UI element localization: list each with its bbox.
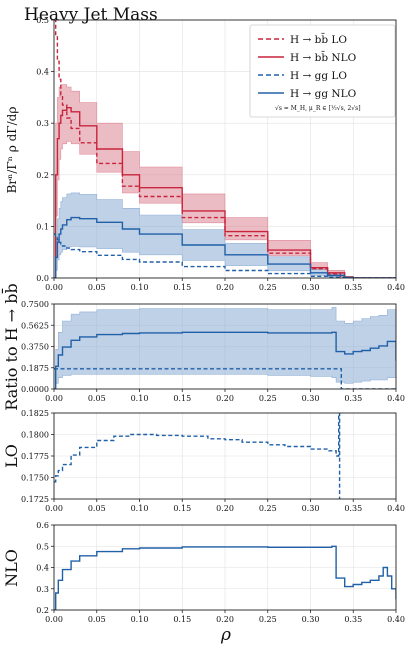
nlo-ratio-panel: NLO ρ 0.00 0.05 0.10 0.15 0.20 0.25 0.30 0.35 0.… xyxy=(2,521,405,645)
series-line-3 xyxy=(54,216,396,278)
x-tick-label: 0.25 xyxy=(259,615,277,624)
x-tick-label: 0.10 xyxy=(131,615,149,624)
x-tick-label: 0.40 xyxy=(387,615,405,624)
series-line-0 xyxy=(54,20,396,278)
x-tick-label: 0.40 xyxy=(387,394,405,403)
y-tick-label: 0.5625 xyxy=(21,321,49,330)
y-tick-label: 0.2 xyxy=(36,171,49,180)
x-tick-label: 0.30 xyxy=(302,283,320,292)
main-y-axis-label: Brⁿ/Γⁿ ρ dΓ/dρ xyxy=(5,107,19,194)
x-tick-label: 0.15 xyxy=(173,504,191,513)
y-tick-label: 0.1775 xyxy=(21,452,49,461)
x-tick-label: 0.15 xyxy=(173,394,191,403)
plot-area xyxy=(54,545,396,610)
x-tick-label: 0.40 xyxy=(387,283,405,292)
nlo-y-axis-label: NLO xyxy=(2,549,21,587)
y-tick-label: 0.2 xyxy=(36,606,49,615)
series-line-0 xyxy=(54,545,396,610)
x-tick-label: 0.20 xyxy=(216,615,234,624)
legend-entry-gg-nlo: H → gg NLO xyxy=(290,88,357,100)
x-tick-label: 0.25 xyxy=(259,504,277,513)
x-tick-label: 0.00 xyxy=(45,283,63,292)
y-tick-label: 0.5 xyxy=(36,16,49,25)
legend-entry-gg-lo: H → gg LO xyxy=(290,70,347,82)
series-line-1 xyxy=(54,106,396,278)
x-tick-label: 0.35 xyxy=(344,283,362,292)
plot-area xyxy=(54,20,396,278)
x-tick-label: 0.15 xyxy=(173,615,191,624)
y-tick-label: 0.1800 xyxy=(21,431,49,440)
y-tick-label: 0.6 xyxy=(36,521,49,530)
y-tick-label: 0.4 xyxy=(36,564,49,573)
x-tick-label: 0.30 xyxy=(302,615,320,624)
y-tick-label: 0.1825 xyxy=(21,409,49,418)
x-tick-label: 0.00 xyxy=(45,615,63,624)
lo-ratio-panel: LO 0.00 0.05 0.10 0.15 0.20 0.25 0.30 0.35 0.40 0… xyxy=(2,409,405,513)
plot-area xyxy=(54,307,396,389)
x-tick-label: 0.20 xyxy=(216,283,234,292)
x-tick-label: 0.35 xyxy=(344,394,362,403)
y-tick-label: 0.3 xyxy=(36,585,49,594)
legend-entry-bb-nlo: H → bb̄ NLO xyxy=(290,51,357,64)
x-tick-label: 0.05 xyxy=(88,283,106,292)
y-tick-label: 0.1725 xyxy=(21,495,49,504)
series-line-0 xyxy=(54,368,396,389)
y-tick-label: 0.1875 xyxy=(21,364,49,373)
series-line-0 xyxy=(54,413,341,499)
x-axis-label: ρ xyxy=(220,625,231,645)
lo-y-axis-label: LO xyxy=(2,444,21,468)
y-tick-label: 0.1 xyxy=(36,222,49,231)
x-tick-label: 0.40 xyxy=(387,504,405,513)
x-tick-label: 0.00 xyxy=(45,504,63,513)
x-tick-label: 0.10 xyxy=(131,504,149,513)
x-tick-label: 0.00 xyxy=(45,394,63,403)
y-tick-label: 0.0 xyxy=(36,274,49,283)
legend-box xyxy=(249,24,396,118)
x-tick-label: 0.35 xyxy=(344,615,362,624)
x-tick-label: 0.05 xyxy=(88,615,106,624)
ratio-y-axis-label: Ratio to H → bb̄ xyxy=(0,283,21,410)
x-tick-label: 0.10 xyxy=(131,283,149,292)
x-tick-label: 0.20 xyxy=(216,504,234,513)
y-tick-label: 0.4 xyxy=(36,68,49,77)
plot-area xyxy=(54,413,341,499)
x-tick-label: 0.35 xyxy=(344,504,362,513)
main-distribution-panel: Heavy Jet Mass Brⁿ/Γⁿ ρ dΓ/dρ 0.00 0.05 0.… xyxy=(5,5,405,292)
y-tick-label: 0.5 xyxy=(36,542,49,551)
x-tick-label: 0.05 xyxy=(88,394,106,403)
y-tick-label: 0.3750 xyxy=(21,343,49,352)
legend-scale-note: √s = M_H, μ_R ∈ [½√s, 2√s] xyxy=(275,105,361,112)
y-tick-label: 0.0000 xyxy=(21,385,49,394)
y-tick-label: 0.1750 xyxy=(21,474,49,483)
legend: H → bb̄ LO H → bb̄ NLO H → gg LO H → gg … xyxy=(249,24,396,118)
legend-entry-bb-lo: H → bb̄ LO xyxy=(290,33,347,46)
series-line-1 xyxy=(54,331,396,389)
x-tick-label: 0.10 xyxy=(131,394,149,403)
ratio-panel: Ratio to H → bb̄ 0.00 0.05 0.10 0.15 0.20 0.2… xyxy=(0,283,405,410)
x-tick-label: 0.25 xyxy=(259,283,277,292)
x-tick-label: 0.25 xyxy=(259,394,277,403)
y-tick-label: 0.7500 xyxy=(21,300,49,309)
x-tick-label: 0.05 xyxy=(88,504,106,513)
y-tick-label: 0.3 xyxy=(36,119,49,128)
x-tick-label: 0.30 xyxy=(302,394,320,403)
x-tick-label: 0.15 xyxy=(173,283,191,292)
x-tick-label: 0.30 xyxy=(302,504,320,513)
x-tick-label: 0.20 xyxy=(216,394,234,403)
